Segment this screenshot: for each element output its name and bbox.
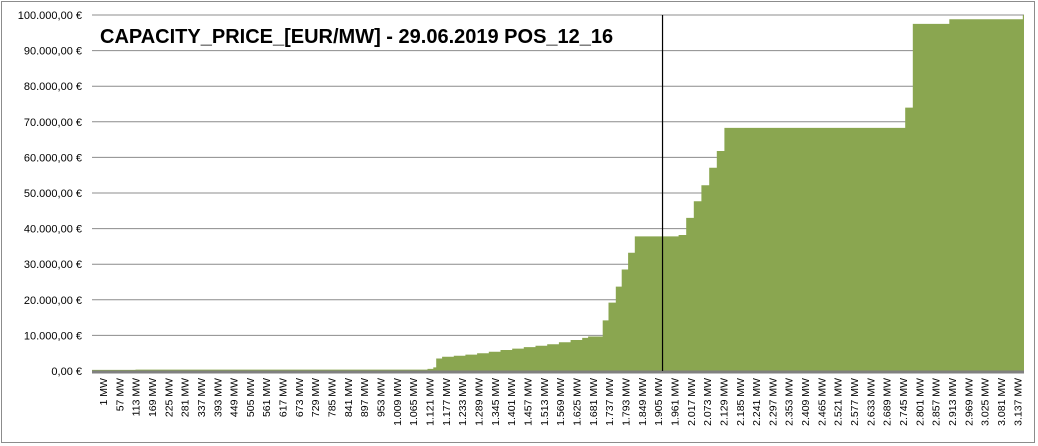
x-tick-label: 2.969 MW — [963, 378, 975, 426]
x-tick-label: 449 MW — [229, 378, 241, 417]
y-tick-label: 60.000,00 € — [24, 152, 82, 164]
x-tick-label: 2.073 MW — [702, 378, 714, 426]
x-tick-label: 1.793 MW — [620, 378, 632, 426]
x-tick-label: 2.297 MW — [767, 378, 779, 426]
x-tick-label: 113 MW — [131, 378, 143, 416]
x-tick-label: 2.521 MW — [833, 378, 845, 426]
x-tick-label: 2.017 MW — [686, 378, 698, 426]
x-tick-label: 2.409 MW — [800, 378, 812, 426]
x-tick-label: 505 MW — [245, 378, 257, 417]
y-tick-label: 90.000,00 € — [24, 46, 82, 58]
x-tick-label: 1.905 MW — [653, 378, 665, 426]
x-tick-label: 617 MW — [278, 378, 290, 417]
x-tick-label: 3.137 MW — [1012, 378, 1024, 426]
x-tick-label: 1.233 MW — [457, 378, 469, 426]
y-tick-label: 40.000,00 € — [24, 224, 82, 236]
x-axis-tick-labels: 1 MW 57 MW 113 MW 169 MW 225 MW 281 MW 337 MW 3… — [98, 378, 1024, 426]
x-tick-label: 2.577 MW — [849, 378, 861, 426]
x-tick-label: 1.681 MW — [588, 378, 600, 426]
x-tick-label: 1.121 MW — [424, 378, 436, 426]
x-tick-label: 281 MW — [180, 378, 192, 417]
x-tick-label: 1.569 MW — [555, 378, 567, 426]
x-tick-label: 3.025 MW — [980, 378, 992, 426]
y-tick-label: 100.000,00 € — [18, 10, 82, 22]
x-tick-label: 2.745 MW — [898, 378, 910, 426]
y-axis-tick-labels: 0,00 € 10.000,00 € 20.000,00 € 30.000,00 € 4… — [18, 10, 82, 378]
x-tick-label: 1.849 MW — [637, 378, 649, 426]
x-tick-label: 785 MW — [327, 378, 339, 417]
x-tick-label: 393 MW — [212, 378, 224, 417]
x-tick-label: 1.737 MW — [604, 378, 616, 426]
x-tick-label: 561 MW — [261, 378, 273, 417]
x-tick-label: 57 MW — [114, 378, 126, 411]
chart-title: CAPACITY_PRICE_[EUR/MW] - 29.06.2019 POS… — [100, 26, 613, 48]
x-tick-label: 2.353 MW — [784, 378, 796, 426]
x-tick-label: 841 MW — [343, 378, 355, 417]
x-tick-label: 337 MW — [196, 378, 208, 417]
x-tick-label: 2.801 MW — [914, 378, 926, 426]
y-tick-label: 10.000,00 € — [24, 330, 82, 342]
x-tick-label: 169 MW — [147, 378, 159, 417]
x-tick-label: 1 MW — [98, 378, 110, 406]
x-tick-label: 897 MW — [359, 378, 371, 417]
x-tick-label: 1.457 MW — [522, 378, 534, 426]
x-tick-label: 673 MW — [294, 378, 306, 417]
y-tick-label: 30.000,00 € — [24, 259, 82, 271]
x-tick-label: 2.241 MW — [751, 378, 763, 426]
x-tick-label: 1.401 MW — [506, 378, 518, 426]
series-area — [92, 15, 1024, 371]
x-tick-label: 729 MW — [310, 378, 322, 417]
x-tick-label: 1.009 MW — [392, 378, 404, 426]
x-tick-label: 3.081 MW — [996, 378, 1008, 426]
x-tick-label: 1.065 MW — [408, 378, 420, 426]
x-tick-label: 1.625 MW — [571, 378, 583, 426]
y-tick-label: 70.000,00 € — [24, 117, 82, 129]
series-layer — [92, 15, 1024, 371]
y-tick-label: 50.000,00 € — [24, 188, 82, 200]
x-tick-label: 953 MW — [375, 378, 387, 417]
x-tick-label: 2.633 MW — [865, 378, 877, 426]
x-tick-label: 1.345 MW — [490, 378, 502, 426]
x-tick-label: 2.689 MW — [882, 378, 894, 426]
x-tick-label: 225 MW — [163, 378, 175, 417]
x-tick-label: 1.177 MW — [441, 378, 453, 426]
x-tick-label: 1.961 MW — [669, 378, 681, 426]
x-tick-label: 2.185 MW — [735, 378, 747, 426]
x-tick-label: 2.465 MW — [816, 378, 828, 426]
y-tick-label: 20.000,00 € — [24, 295, 82, 307]
x-tick-label: 1.513 MW — [539, 378, 551, 426]
x-tick-label: 2.857 MW — [931, 378, 943, 426]
x-tick-label: 1.289 MW — [473, 378, 485, 426]
y-tick-label: 0,00 € — [51, 366, 82, 378]
y-tick-label: 80.000,00 € — [24, 81, 82, 93]
x-tick-label: 2.913 MW — [947, 378, 959, 426]
x-tick-label: 2.129 MW — [718, 378, 730, 426]
